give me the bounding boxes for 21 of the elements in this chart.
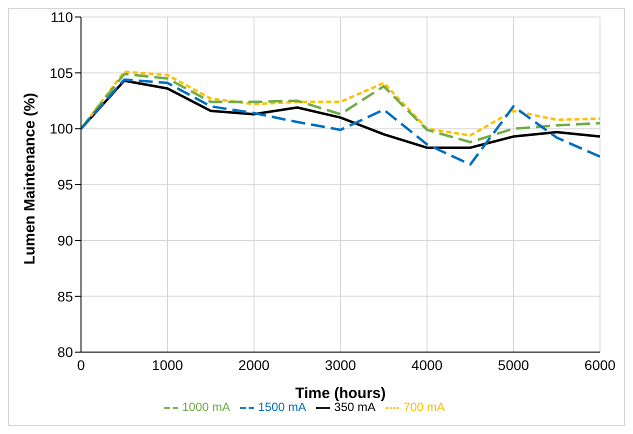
- y-axis-title: Lumen Maintenance (%): [21, 92, 38, 265]
- legend-label: 700 mA: [404, 400, 445, 414]
- legend-label: 1500 mA: [258, 400, 306, 414]
- x-tick-label: 5000: [498, 357, 530, 374]
- legend-label: 1000 mA: [182, 400, 230, 414]
- y-tick-label: 105: [50, 64, 74, 81]
- x-tick-label: 0: [77, 357, 86, 374]
- x-tick-label: 2000: [238, 357, 270, 374]
- line-series: [81, 78, 600, 166]
- y-tick-label: 85: [57, 288, 74, 304]
- x-tick-label: 4000: [411, 357, 443, 374]
- y-tick-label: 80: [57, 344, 74, 360]
- y-tick-label: 100: [50, 120, 74, 137]
- x-tick-label: 1000: [152, 357, 184, 374]
- x-axis-title: Time (hours): [295, 385, 386, 402]
- y-tick-label: 95: [57, 176, 74, 193]
- legend-label: 350 mA: [334, 400, 376, 414]
- y-tick-label: 90: [57, 232, 74, 248]
- x-tick-label: 6000: [584, 357, 616, 374]
- x-tick-label: 3000: [324, 357, 356, 374]
- y-tick-label: 110: [50, 8, 74, 25]
